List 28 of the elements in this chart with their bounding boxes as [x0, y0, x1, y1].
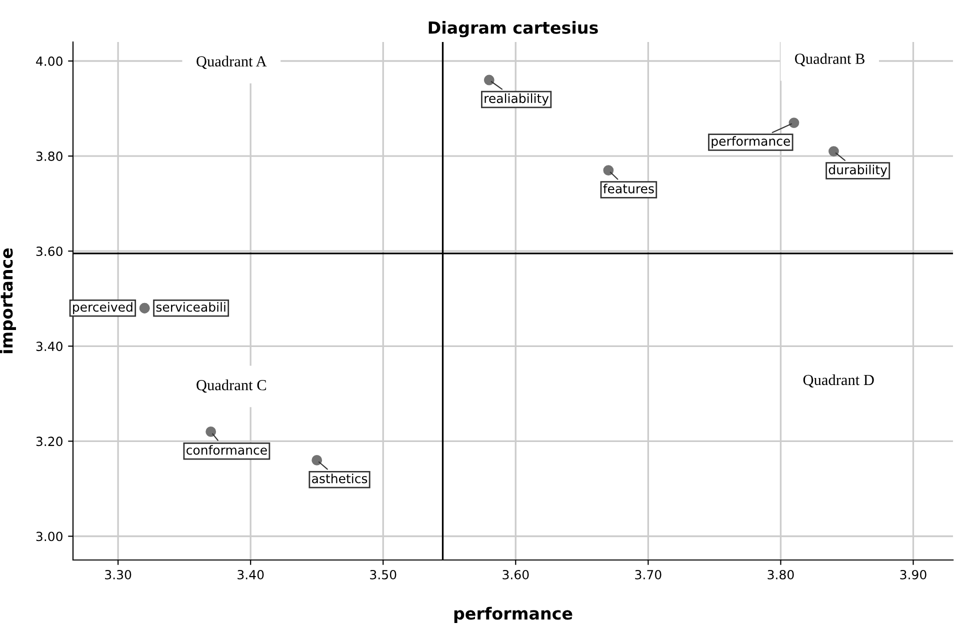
y-tick-label: 3.40 — [36, 342, 62, 352]
data-label: conformance — [186, 445, 267, 455]
x-tick-label: 3.60 — [502, 570, 529, 580]
y-tick-label: 3.80 — [36, 152, 62, 161]
chart-title: Diagram cartesius — [428, 21, 598, 38]
y-tick-label: 3.60 — [36, 246, 62, 256]
y-tick-label: 3.20 — [36, 436, 62, 446]
x-tick-label: 3.70 — [635, 570, 662, 580]
annotation: Quadrant B — [795, 53, 864, 66]
data-label: serviceabili — [156, 302, 226, 312]
data-label: perceived — [73, 302, 132, 314]
annotation: Quadrant C — [196, 380, 266, 393]
data-label: durability — [828, 164, 888, 177]
annotation: Quadrant A — [196, 56, 267, 69]
x-tick-label: 3.80 — [768, 570, 794, 580]
data-label: realiability — [484, 93, 549, 106]
y-tick-label: 4.00 — [36, 56, 62, 66]
data-label: asthetics — [312, 474, 368, 484]
y-tick-label: 3.00 — [36, 532, 62, 542]
x-tick-label: 3.30 — [105, 570, 132, 580]
y-axis-title: importance — [0, 248, 16, 354]
annotation: Quadrant D — [803, 374, 874, 388]
x-tick-label: 3.90 — [900, 570, 926, 580]
data-label: performance — [712, 136, 790, 148]
x-axis-title: performance — [454, 606, 572, 623]
x-tick-label: 3.40 — [238, 570, 264, 580]
x-tick-label: 3.50 — [370, 570, 396, 580]
data-label: features — [603, 184, 654, 194]
